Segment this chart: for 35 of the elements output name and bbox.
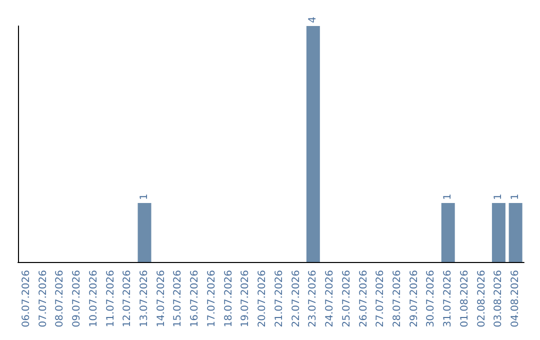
x-tick-label: 21.07.2026 — [274, 270, 285, 328]
data-label: 1 — [510, 194, 522, 200]
x-tick-label: 09.07.2026 — [72, 270, 83, 328]
x-tick-label: 29.07.2026 — [408, 270, 420, 328]
x-tick-label: 02.08.2026 — [476, 270, 488, 328]
x-tick-label: 13.07.2026 — [139, 270, 150, 328]
x-tick-label: 06.07.2026 — [20, 270, 32, 328]
x-tick-label: 01.08.2026 — [459, 270, 470, 328]
x-tick-label: 08.07.2026 — [54, 270, 66, 328]
x-tick-label: 19.07.2026 — [240, 270, 252, 328]
x-tick-label: 14.07.2026 — [156, 270, 167, 328]
x-tick-label: 15.07.2026 — [172, 270, 184, 328]
x-tick-label: 17.07.2026 — [206, 270, 218, 328]
x-tick-label: 25.07.2026 — [341, 270, 352, 328]
x-tick-label: 18.07.2026 — [223, 270, 234, 328]
x-tick-label: 31.07.2026 — [442, 270, 454, 328]
x-tick-label: 12.07.2026 — [122, 270, 134, 328]
x-tick-label: 10.07.2026 — [88, 270, 100, 328]
x-tick-label: 28.07.2026 — [392, 270, 403, 328]
x-tick-label: 16.07.2026 — [190, 270, 201, 328]
x-tick-label: 03.08.2026 — [493, 270, 504, 328]
x-tick-label: 11.07.2026 — [105, 270, 116, 328]
x-tick-label: 07.07.2026 — [38, 270, 49, 328]
x-tick-label: 04.08.2026 — [510, 270, 522, 328]
data-label: 1 — [493, 194, 504, 200]
x-tick-label: 30.07.2026 — [426, 270, 437, 328]
x-tick-label: 23.07.2026 — [308, 270, 319, 328]
x-tick-label: 22.07.2026 — [290, 270, 302, 328]
x-tick-label: 20.07.2026 — [257, 270, 268, 328]
data-label: 4 — [308, 16, 319, 23]
data-label: 1 — [442, 194, 454, 200]
x-tick-label: 26.07.2026 — [358, 270, 370, 328]
x-tick-label: 27.07.2026 — [375, 270, 386, 328]
x-tick-label: 24.07.2026 — [324, 270, 336, 328]
data-label: 1 — [139, 194, 150, 200]
